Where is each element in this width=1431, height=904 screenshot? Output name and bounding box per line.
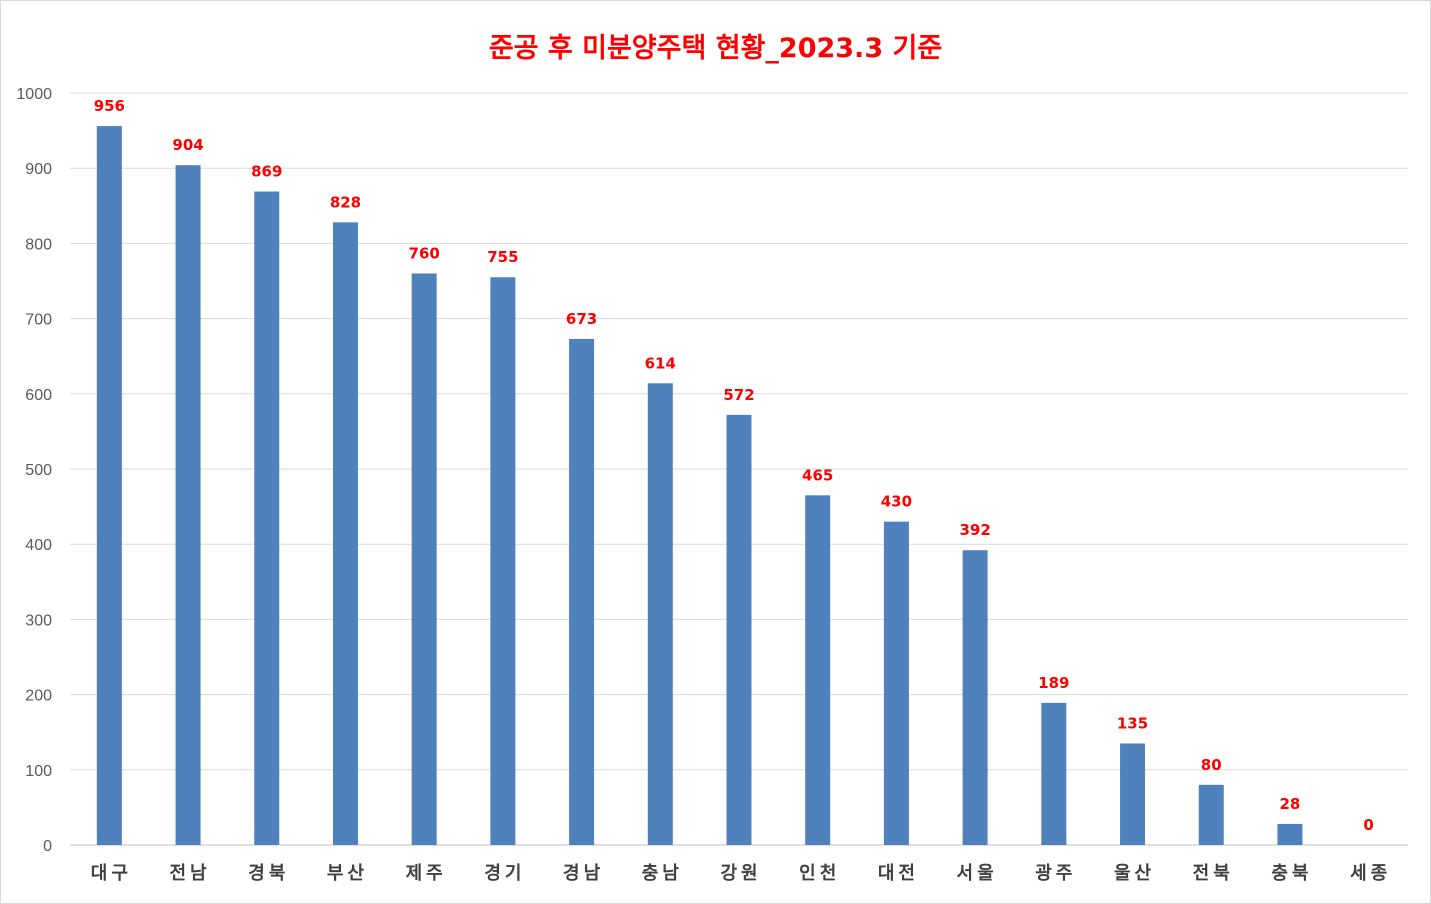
data-label-울산: 135 — [1117, 714, 1148, 732]
data-label-제주: 760 — [409, 244, 440, 262]
x-tick-label-충북: 충북 — [1271, 863, 1312, 884]
x-tick-label-제주: 제주 — [406, 863, 447, 884]
data-label-전남: 904 — [172, 136, 203, 154]
bar-전남 — [175, 165, 201, 845]
data-label-대전: 430 — [881, 493, 912, 511]
y-tick-label: 900 — [25, 161, 52, 178]
bar-광주 — [1041, 702, 1067, 845]
bar-서울 — [962, 550, 988, 845]
bar-전북 — [1198, 784, 1224, 845]
data-label-대구: 956 — [94, 97, 125, 115]
y-tick-label: 400 — [25, 537, 52, 554]
data-labels: 956 904 869 828 760 755 673 614 572 465 430 392 189 1… — [94, 97, 1374, 834]
x-tick-label-부산: 부산 — [327, 863, 368, 884]
y-tick-label: 600 — [25, 387, 52, 404]
x-tick-label-대전: 대전 — [878, 863, 919, 884]
x-tick-label-충남: 충남 — [642, 863, 683, 884]
x-tick-label-경기: 경기 — [484, 863, 525, 884]
y-tick-label: 700 — [25, 312, 52, 329]
data-label-경남: 673 — [566, 310, 597, 328]
data-label-충남: 614 — [645, 354, 676, 372]
x-tick-label-서울: 서울 — [957, 863, 998, 884]
bar-제주 — [411, 273, 437, 846]
x-tick-label-울산: 울산 — [1114, 863, 1155, 884]
x-tick-label-경북: 경북 — [248, 863, 289, 884]
x-tick-label-인천: 인천 — [799, 863, 840, 884]
bar-경북 — [254, 191, 280, 846]
data-label-경북: 869 — [251, 163, 282, 181]
data-label-충북: 28 — [1280, 795, 1301, 813]
data-label-전북: 80 — [1201, 756, 1222, 774]
y-tick-label: 200 — [25, 688, 52, 705]
bar-인천 — [805, 495, 831, 845]
bar-충북 — [1277, 823, 1303, 845]
data-label-경기: 755 — [487, 248, 518, 266]
x-tick-label-강원: 강원 — [720, 863, 761, 884]
data-label-부산: 828 — [330, 193, 361, 211]
bar-충남 — [647, 383, 673, 845]
y-axis: 0 100 200 300 400 500 600 700 800 900 1000 — [16, 86, 52, 855]
x-tick-label-경남: 경남 — [563, 863, 604, 884]
x-axis: 대구 전남 경북 부산 제주 경기 경남 충남 강원 인천 대전 서울 광주 울산 전북 충북 세종 — [91, 863, 1391, 884]
bar-경남 — [569, 338, 595, 845]
bar-대구 — [96, 126, 122, 845]
bar-울산 — [1120, 743, 1146, 845]
bars — [96, 126, 1303, 846]
y-tick-label: 800 — [25, 236, 52, 253]
bar-강원 — [726, 414, 752, 845]
bar-대전 — [883, 521, 909, 845]
chart-title: 준공 후 미분양주택 현황_2023.3 기준 — [488, 33, 943, 64]
data-label-인천: 465 — [802, 466, 833, 484]
x-tick-label-대구: 대구 — [91, 863, 132, 884]
data-label-세종: 0 — [1363, 816, 1373, 834]
y-tick-label: 100 — [25, 763, 52, 780]
x-tick-label-세종: 세종 — [1350, 863, 1391, 884]
y-tick-label: 300 — [25, 612, 52, 629]
bar-경기 — [490, 277, 516, 845]
y-tick-label: 500 — [25, 462, 52, 479]
data-label-서울: 392 — [959, 521, 990, 539]
x-tick-label-전남: 전남 — [169, 863, 210, 884]
data-label-광주: 189 — [1038, 674, 1069, 692]
bar-부산 — [332, 222, 358, 845]
y-tick-label: 1000 — [16, 86, 52, 103]
x-tick-label-전북: 전북 — [1193, 863, 1234, 884]
y-tick-label: 0 — [43, 838, 52, 855]
x-tick-label-광주: 광주 — [1035, 863, 1076, 884]
data-label-강원: 572 — [723, 386, 754, 404]
